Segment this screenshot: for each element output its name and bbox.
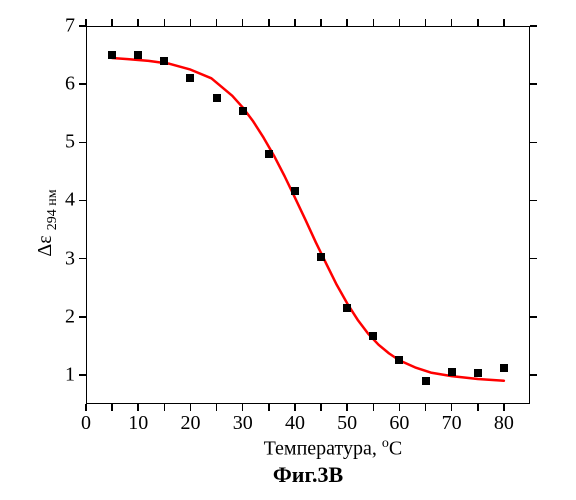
- axis-tick: [503, 19, 505, 26]
- axis-tick: [137, 19, 139, 26]
- axis-tick: [503, 404, 505, 411]
- axis-tick: [294, 19, 296, 26]
- axis-tick: [346, 19, 348, 26]
- axis-tick: [79, 316, 86, 318]
- axis-tick: [320, 404, 322, 411]
- axis-tick: [294, 404, 296, 411]
- data-point: [213, 94, 221, 102]
- axis-tick: [190, 19, 192, 26]
- axis-tick: [242, 404, 244, 411]
- data-point: [134, 51, 142, 59]
- axis-tick: [425, 19, 427, 26]
- axis-tick: [216, 404, 218, 411]
- tick-label: 4: [51, 189, 75, 212]
- axis-tick: [399, 404, 401, 411]
- axis-tick: [242, 19, 244, 26]
- axis-tick: [79, 258, 86, 260]
- data-point: [265, 150, 273, 158]
- data-point: [239, 107, 247, 115]
- tick-label: 60: [389, 412, 409, 435]
- axis-tick: [79, 374, 86, 376]
- data-point: [369, 332, 377, 340]
- axis-tick: [216, 19, 218, 26]
- data-point: [395, 356, 403, 364]
- axis-tick: [111, 19, 113, 26]
- axis-tick: [530, 142, 537, 144]
- axis-tick: [79, 142, 86, 144]
- data-point: [474, 369, 482, 377]
- tick-label: 10: [128, 412, 148, 435]
- axis-tick: [530, 258, 537, 260]
- axis-tick: [85, 404, 87, 411]
- data-point: [186, 74, 194, 82]
- axis-tick: [79, 25, 86, 27]
- axis-tick: [137, 404, 139, 411]
- tick-label: 3: [51, 247, 75, 270]
- data-point: [422, 377, 430, 385]
- axis-tick: [373, 19, 375, 26]
- tick-label: 2: [51, 305, 75, 328]
- data-point: [448, 368, 456, 376]
- axis-tick: [268, 404, 270, 411]
- axis-tick: [451, 404, 453, 411]
- axis-tick: [451, 19, 453, 26]
- tick-label: 1: [51, 363, 75, 386]
- axis-tick: [79, 83, 86, 85]
- tick-label: 50: [337, 412, 357, 435]
- axis-tick: [346, 404, 348, 411]
- tick-label: 6: [51, 73, 75, 96]
- axis-tick: [530, 200, 537, 202]
- axis-tick: [164, 19, 166, 26]
- data-point: [108, 51, 116, 59]
- axis-tick: [190, 404, 192, 411]
- axis-tick: [399, 19, 401, 26]
- axis-tick: [477, 19, 479, 26]
- x-axis-label: Температура, oC: [264, 436, 403, 461]
- axis-tick: [164, 404, 166, 411]
- tick-label: 80: [494, 412, 514, 435]
- tick-label: 40: [285, 412, 305, 435]
- data-point: [160, 57, 168, 65]
- axis-tick: [530, 374, 537, 376]
- tick-label: 7: [51, 15, 75, 38]
- figure-caption: Фиг.3В: [273, 462, 343, 488]
- tick-label: 5: [51, 131, 75, 154]
- axis-tick: [530, 25, 537, 27]
- tick-label: 30: [233, 412, 253, 435]
- axis-tick: [111, 404, 113, 411]
- axis-tick: [425, 404, 427, 411]
- data-point: [500, 364, 508, 372]
- data-point: [317, 253, 325, 261]
- axis-tick: [79, 200, 86, 202]
- axis-tick: [268, 19, 270, 26]
- data-point: [343, 304, 351, 312]
- data-point: [291, 187, 299, 195]
- axis-tick: [373, 404, 375, 411]
- axis-tick: [477, 404, 479, 411]
- axis-tick: [530, 316, 537, 318]
- tick-label: 70: [442, 412, 462, 435]
- plot-area: [86, 26, 530, 404]
- tick-label: 20: [180, 412, 200, 435]
- tick-label: 0: [81, 412, 91, 435]
- axis-tick: [530, 83, 537, 85]
- axis-tick: [320, 19, 322, 26]
